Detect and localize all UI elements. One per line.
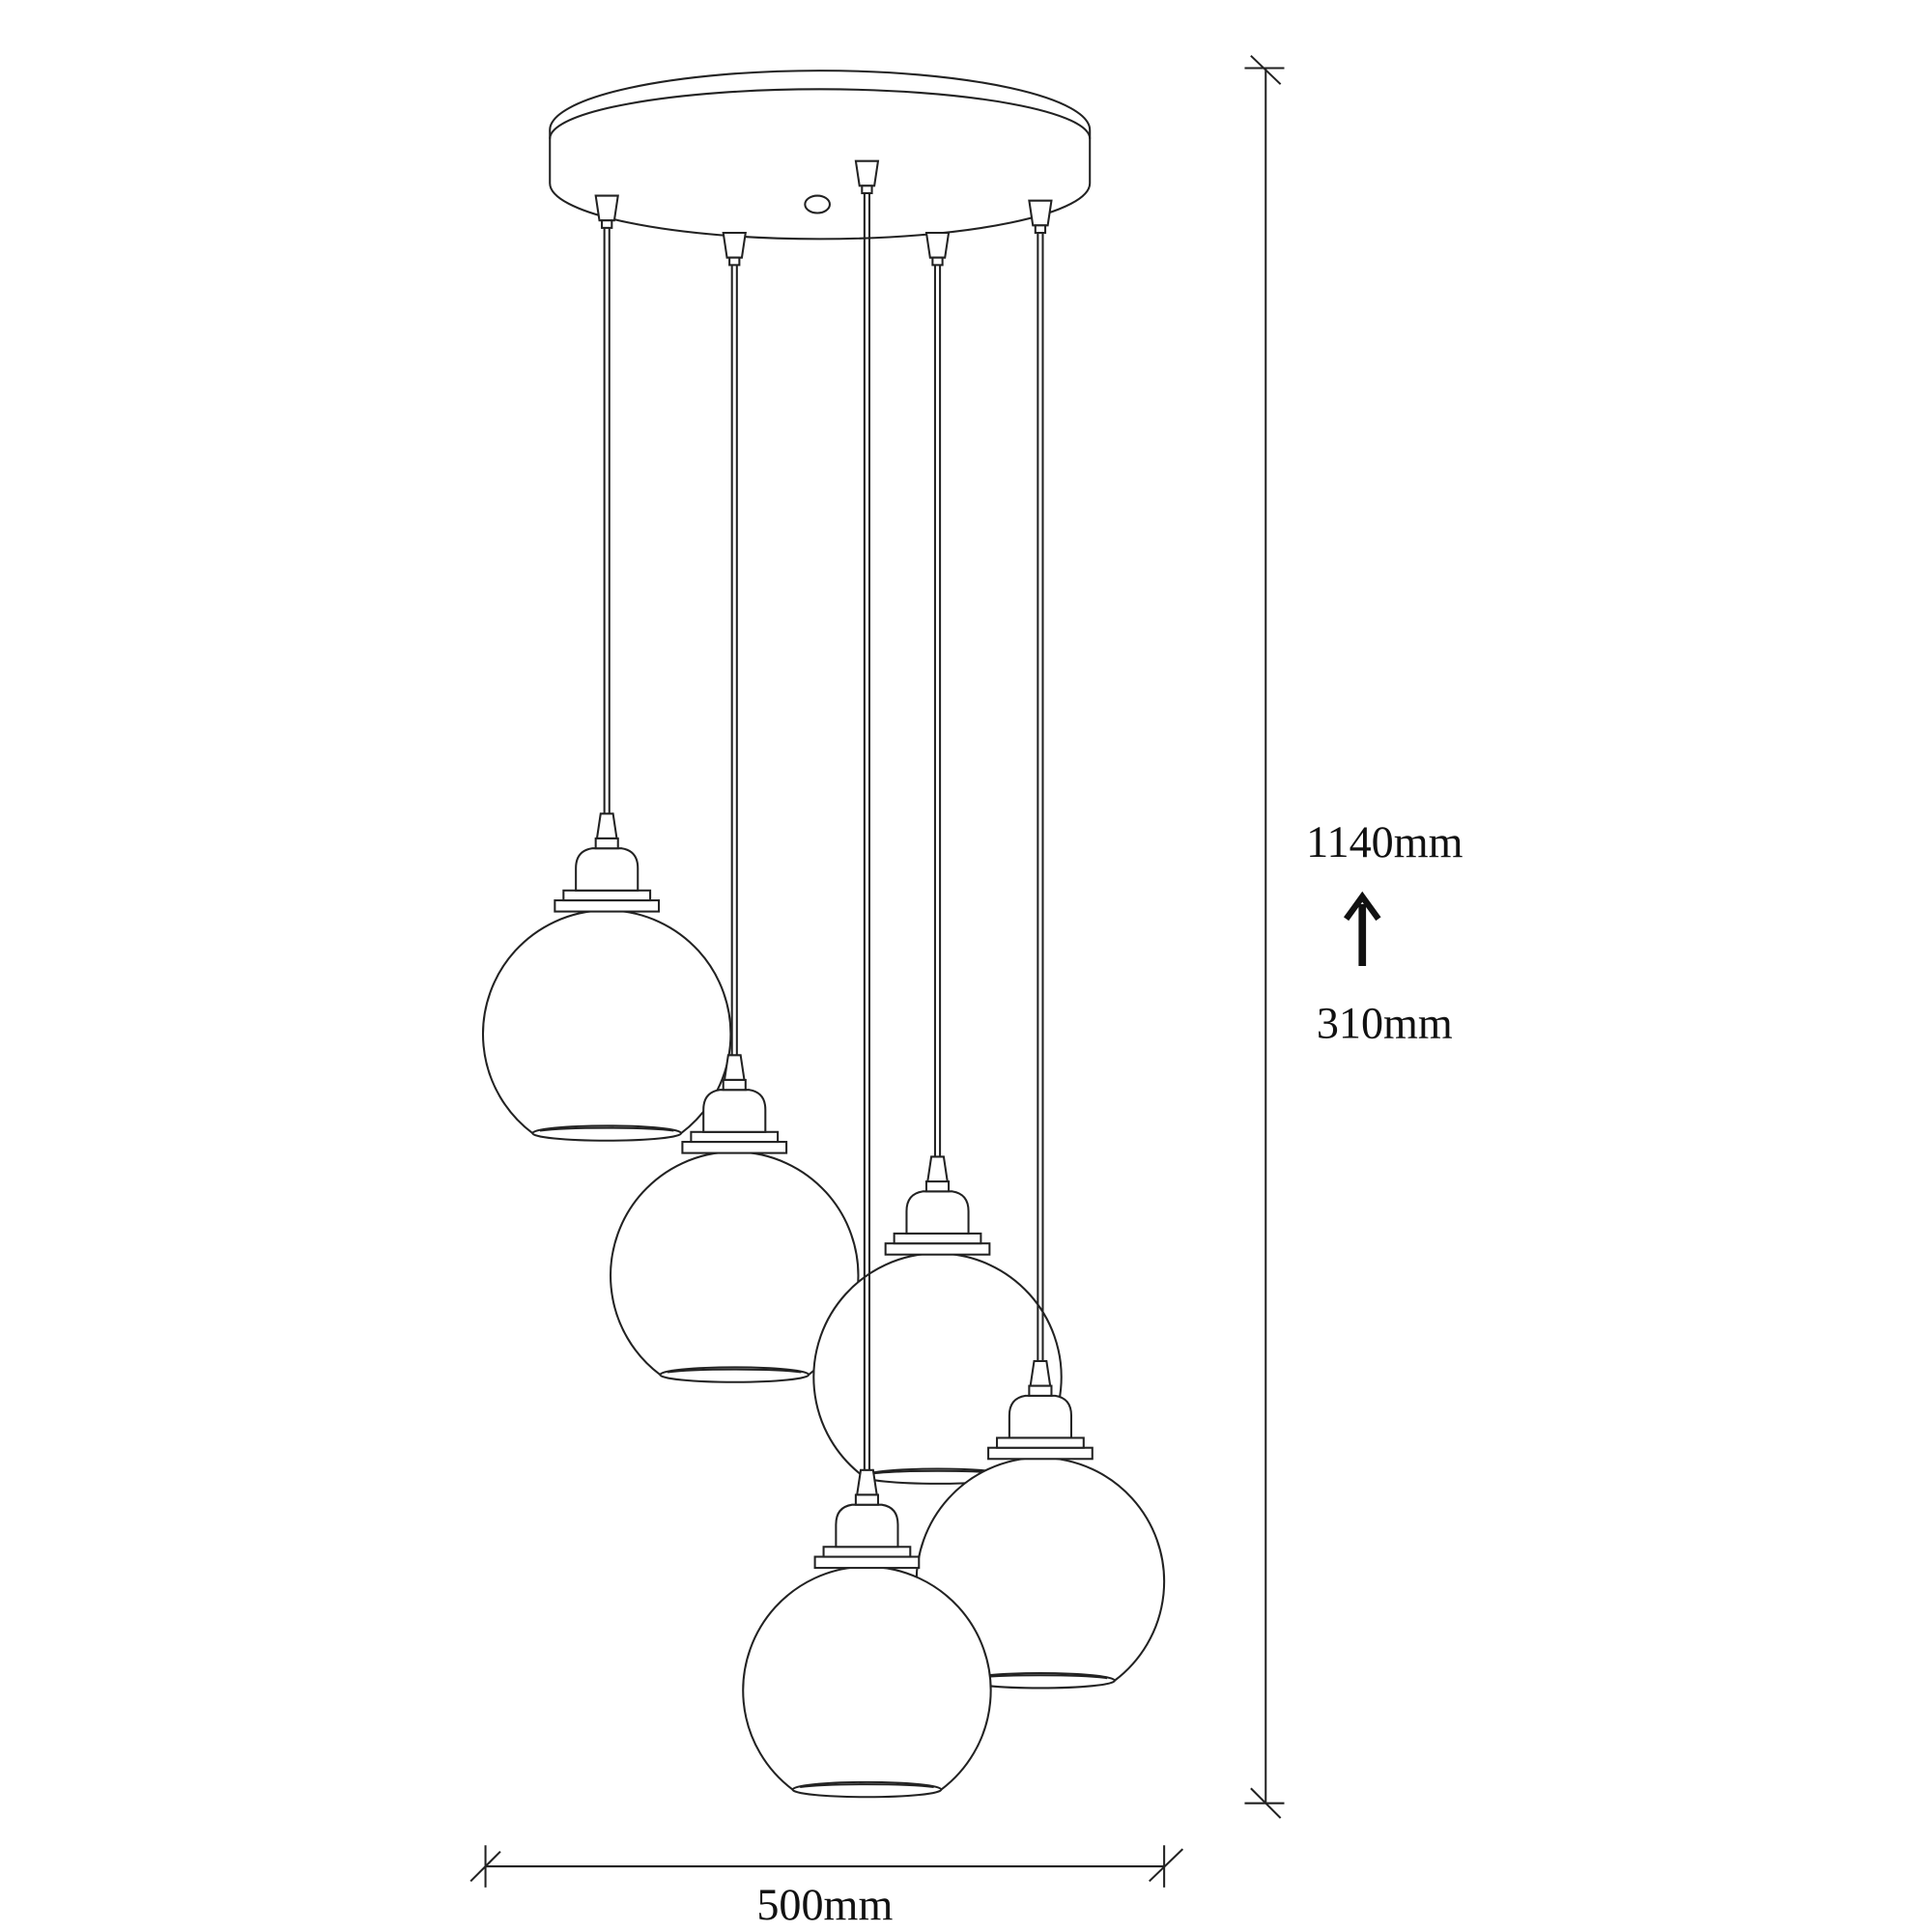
max-height-label: 1140mm: [1306, 817, 1463, 867]
pendant-cord-1: [594, 194, 619, 814]
ceiling-canopy: [549, 70, 1092, 241]
lamp-holder: [813, 1468, 921, 1570]
min-height-label: 310mm: [1317, 998, 1453, 1047]
cord-grip: [594, 194, 619, 222]
cord-grip: [854, 159, 880, 187]
lamp-holder: [987, 1359, 1094, 1461]
height-dimension-line: [1244, 54, 1285, 1819]
pendant-globe-3: [812, 1155, 1063, 1485]
cord-grip: [722, 232, 747, 259]
width-dimension-line: [469, 1845, 1184, 1888]
lamp-holder: [884, 1155, 991, 1256]
pendant-cord-3: [924, 232, 951, 1157]
pendant-globe-2: [610, 1054, 860, 1383]
pendant-cord-2: [722, 232, 747, 1056]
cord-grip: [924, 232, 951, 259]
width-label: 500mm: [756, 1880, 893, 1929]
arrow-up-icon: [1343, 891, 1381, 967]
pendant-cord-4: [1028, 199, 1053, 1361]
pendant-cord-5: [854, 159, 880, 1470]
canopy-screw: [804, 194, 831, 214]
pendant-globe-1: [482, 812, 732, 1142]
pendant-globe-5: [742, 1468, 992, 1799]
lamp-holder: [554, 812, 661, 913]
lamp-holder: [681, 1054, 788, 1154]
cord-grip: [1028, 199, 1053, 227]
